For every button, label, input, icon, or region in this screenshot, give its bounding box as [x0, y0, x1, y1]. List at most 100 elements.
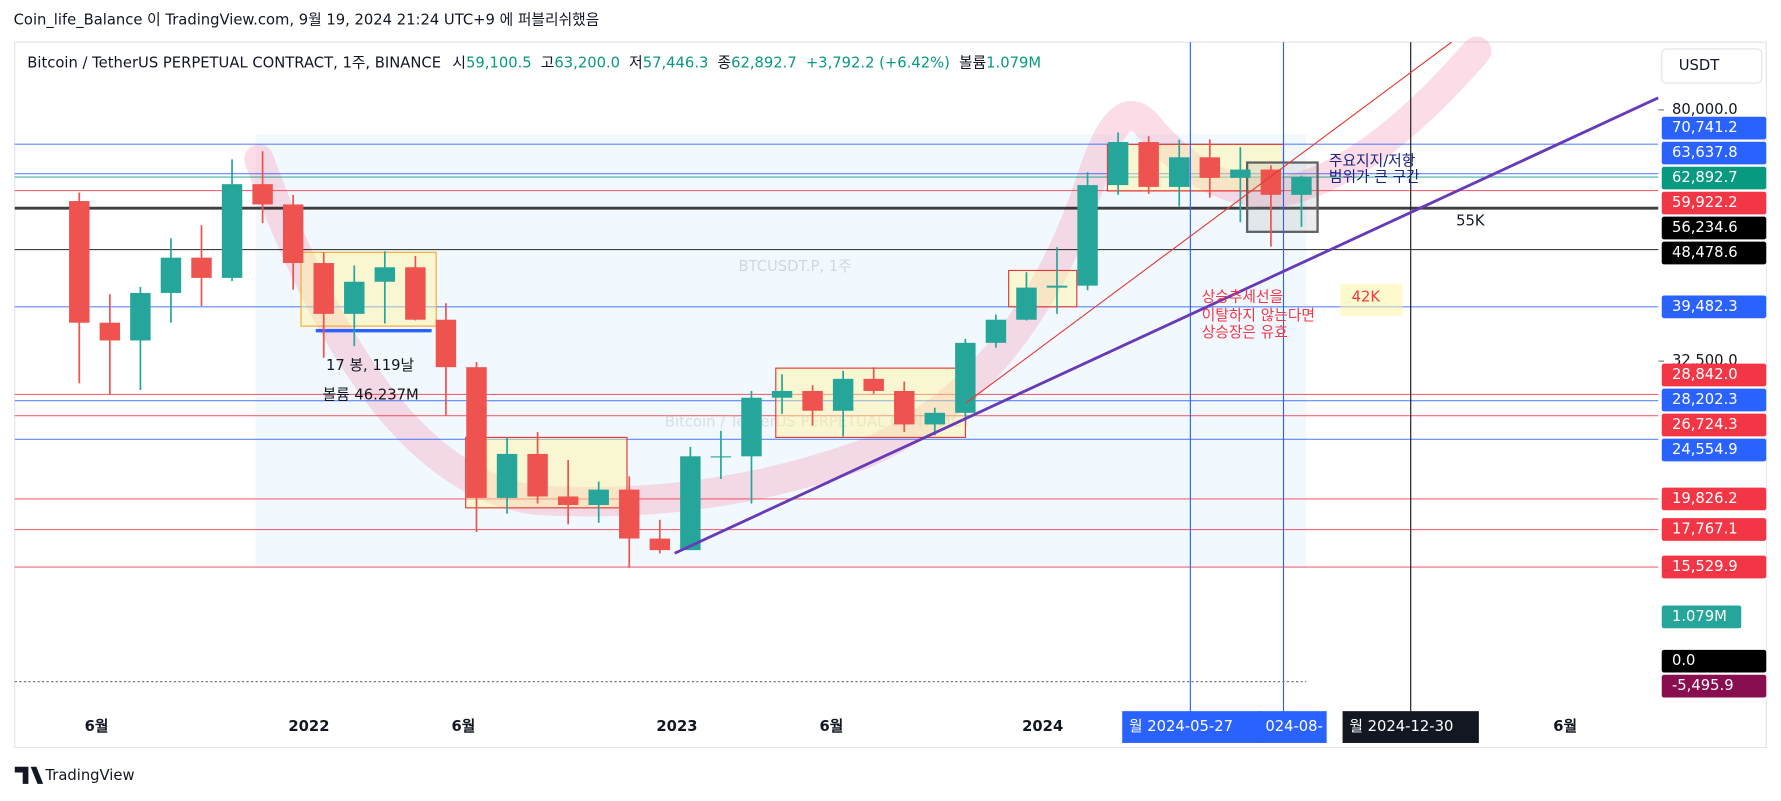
price-label-bg [1661, 388, 1767, 412]
candle-body [1199, 157, 1221, 178]
logo-mark [14, 766, 44, 784]
time-marker: 024-08- [1265, 718, 1323, 735]
candles [69, 132, 1312, 568]
candle-body [252, 184, 273, 205]
annotation: 42K [1352, 289, 1381, 306]
legend-value: +3,792.2 (+6.42%) [806, 55, 950, 72]
range-area [255, 134, 1307, 569]
publisher: Coin_life_Balance 이 TradingView.com, 9월 … [14, 12, 600, 29]
trend-line [674, 96, 1659, 555]
price-label-bg [1661, 487, 1767, 511]
price-label: 63,637.8 [1672, 144, 1738, 161]
annotation: 범위가 큰 구간 [1329, 168, 1420, 185]
price-label: 62,892.7 [1672, 169, 1738, 186]
legend-label: 시 [452, 55, 466, 72]
logo: TradingView [14, 766, 135, 784]
oscillator-label-bg [1661, 674, 1767, 698]
candle-body [924, 412, 946, 425]
candle-body [1260, 169, 1282, 195]
price-label: 39,482.3 [1672, 298, 1738, 315]
time-marker-bg [1342, 711, 1479, 743]
price-label-bg [1661, 363, 1767, 387]
candle-body [527, 453, 548, 497]
watermark: BTCUSDT.P, 1주 [738, 258, 851, 275]
price-label-bg [1661, 438, 1767, 462]
oscillator-label: 0.0 [1672, 652, 1695, 669]
candle-body [894, 390, 915, 425]
candle-body [344, 281, 365, 314]
time-marker-bg [1122, 711, 1261, 743]
legend-label: 저 [629, 55, 643, 72]
price-label-bg [1661, 141, 1767, 165]
price-label: 19,826.2 [1672, 490, 1738, 507]
candle-body [1138, 142, 1159, 187]
candle-body [69, 201, 90, 323]
x-tick-label: 2023 [656, 718, 697, 735]
price-label: 56,234.6 [1672, 219, 1738, 236]
candle-body [802, 390, 823, 411]
annotation: 상승추세선을 [1202, 289, 1283, 306]
legend-label: 고 [541, 55, 555, 72]
price-label: 48,478.6 [1672, 244, 1738, 261]
price-label: 24,554.9 [1672, 441, 1738, 458]
currency: USDT [1679, 57, 1721, 74]
price-label: 28,842.0 [1672, 366, 1738, 383]
candle-body [1046, 285, 1068, 288]
candle-body [771, 390, 793, 398]
candle-body [955, 342, 976, 413]
trend-line [965, 41, 1452, 404]
price-label: 59,922.2 [1672, 194, 1738, 211]
candle-body [985, 319, 1007, 343]
candle-body [832, 378, 854, 411]
oscillator-label: -5,495.9 [1672, 677, 1734, 694]
price-label-bg [1661, 518, 1767, 541]
x-tick-label: 2022 [288, 718, 329, 735]
volume-label-bg [1661, 605, 1742, 629]
box [1246, 161, 1319, 233]
x-tick-label: 6월 [820, 718, 844, 735]
candle-body [1291, 177, 1312, 195]
annotation: 주요지지/저항 [1329, 152, 1416, 169]
price-label-bg [1661, 216, 1767, 240]
x-tick-label: 6월 [85, 718, 109, 735]
annotation: 볼륨 46.237M [323, 386, 419, 403]
candle-body [557, 496, 579, 505]
candle-body [99, 322, 121, 341]
time-marker: 월 2024-05-27 [1129, 718, 1233, 735]
price-label-bg [1661, 191, 1767, 215]
price-label-bg [1661, 555, 1767, 579]
candle-body [374, 267, 396, 282]
candle-body [221, 184, 243, 278]
time-marker-bg [1258, 711, 1327, 743]
candle-body [282, 204, 304, 264]
price-axis: 80,000.032,500.070,741.263,637.862,892.7… [1658, 85, 1767, 698]
legend-label: 볼륨 [959, 55, 986, 72]
legend-value: 63,200.0 [554, 55, 620, 72]
annotation: 상승장은 유효 [1202, 324, 1288, 341]
brand: TradingView [44, 767, 134, 784]
x-tick-label: 6월 [452, 718, 476, 735]
candle-body [1169, 157, 1190, 187]
candle-body [160, 257, 182, 293]
annotation: 55K [1456, 213, 1485, 230]
x-tick-label: 6월 [1553, 718, 1577, 735]
candle-body [313, 263, 334, 314]
x-tick-label: 2024 [1022, 718, 1063, 735]
price-label-bg [1661, 413, 1767, 437]
candle-body [680, 456, 701, 551]
candle-body [405, 267, 426, 320]
legend-value: 62,892.7 [731, 55, 797, 72]
time-axis: 6월 2022 6월 2023 6월 2024 6월 월 2024-05-27 024-08- 월… [85, 711, 1577, 743]
price-label-bg [1661, 241, 1767, 265]
candle-body [619, 489, 640, 539]
candle-body [466, 367, 487, 498]
price-label: 28,202.3 [1672, 391, 1738, 408]
legend-value: 59,100.5 [466, 55, 532, 72]
candle-body [710, 456, 732, 458]
candle-body [588, 489, 609, 505]
candle-body [496, 453, 518, 498]
candle-body [1077, 185, 1098, 286]
